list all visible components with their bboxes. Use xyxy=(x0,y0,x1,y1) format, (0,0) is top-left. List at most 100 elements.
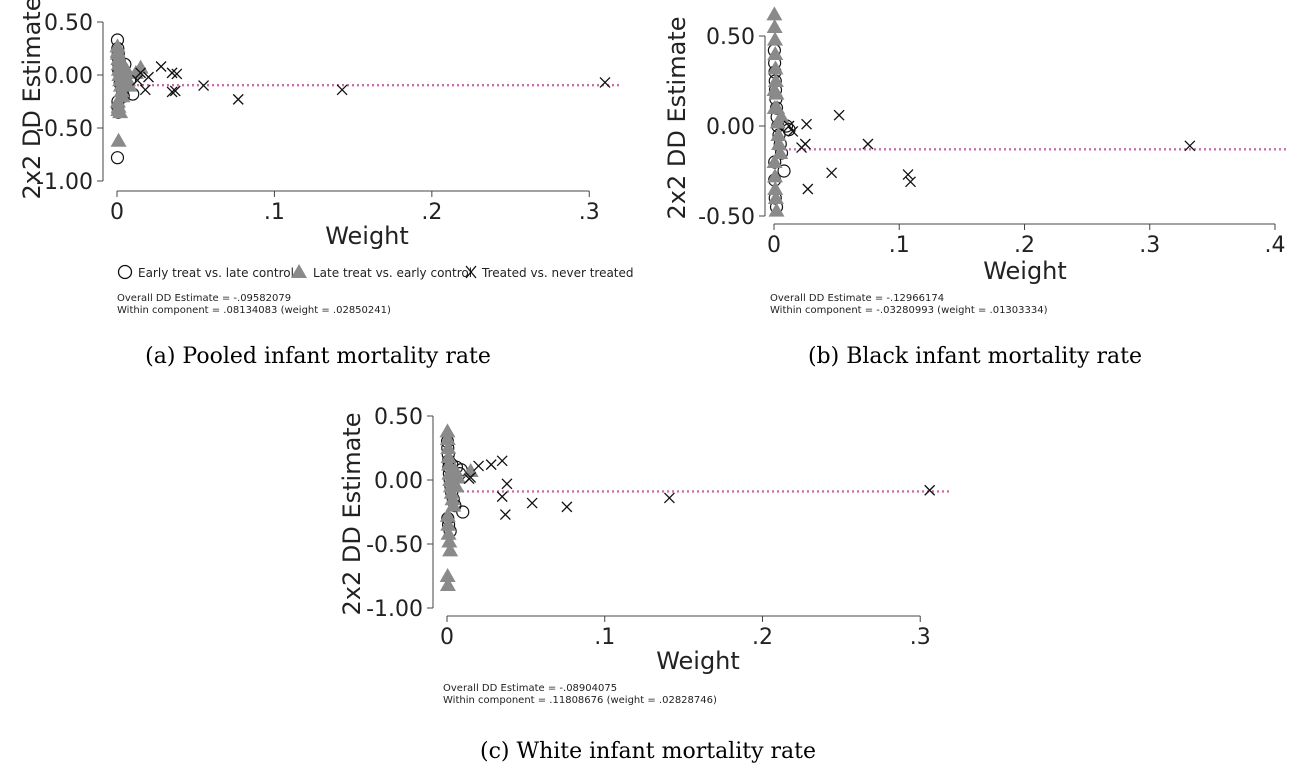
panel-b-point-late-treat xyxy=(772,145,789,159)
panel-b-point-never-treated xyxy=(833,109,845,121)
panel-a-xtick-label: .1 xyxy=(264,200,285,225)
panel-c-point-late-treat xyxy=(440,516,457,531)
panel-c-point-late-treat xyxy=(440,448,457,463)
panel-a-ytick-label: 0.00 xyxy=(44,64,93,89)
panel-a-point-early-treat xyxy=(110,151,125,165)
panel-c-ytick-label: 0.00 xyxy=(374,469,423,494)
panel-b-point-late-treat xyxy=(767,31,784,46)
panel-c-ytick-label: 0.50 xyxy=(374,405,423,430)
panel-a-point-never-treated xyxy=(599,76,611,88)
panel-c-point-never-treated xyxy=(499,509,511,521)
panel-c-white: 0.50 0.00 -0.50 -1.00 0 .1 .2 .3 Weight 2x2 DD … xyxy=(338,405,950,764)
panel-a-ytick-label: -0.50 xyxy=(36,117,93,142)
panel-c-xtick-label: .2 xyxy=(752,625,773,650)
panel-a-point-never-treated xyxy=(166,86,178,98)
panel-b-xtick-label: 0 xyxy=(767,233,781,258)
panel-a-point-late-treat xyxy=(110,132,127,147)
panel-c-note-within: Within component = .11808676 (weight = .… xyxy=(443,695,717,706)
panel-b-point-late-treat xyxy=(768,202,785,217)
panel-b-point-never-treated xyxy=(802,183,814,195)
panel-b-point-never-treated xyxy=(905,176,916,188)
panel-c-point-late-treat xyxy=(442,542,459,557)
legend-label-early: Early treat vs. late control xyxy=(138,266,294,280)
panel-c-point-never-treated xyxy=(526,497,538,509)
panel-b-xtick-label: .1 xyxy=(889,233,910,258)
panel-b-caption: (b) Black infant mortality rate xyxy=(808,344,1142,369)
panel-c-xtick-label: .1 xyxy=(594,625,615,650)
panel-b-xlabel: Weight xyxy=(983,257,1067,285)
panel-b-xtick-label: .2 xyxy=(1014,233,1035,258)
panel-a-xlabel: Weight xyxy=(325,222,409,250)
panel-c-point-late-treat xyxy=(444,491,461,506)
panel-c-xlabel: Weight xyxy=(656,647,740,675)
panel-a-ytick-label: 0.50 xyxy=(44,11,93,36)
panel-a-note-within: Within component = .08134083 (weight = .… xyxy=(117,305,391,316)
panel-b-point-early-treat xyxy=(777,164,791,178)
panel-c-point-late-treat xyxy=(441,533,458,548)
panel-c-ytick-label: -1.00 xyxy=(366,597,423,622)
panel-b-point-never-treated xyxy=(862,138,874,150)
panel-b-point-late-treat xyxy=(766,82,783,96)
panel-a-point-late-treat xyxy=(132,59,149,74)
panel-c-point-never-treated xyxy=(663,492,675,504)
panel-b-point-never-treated xyxy=(1184,140,1196,152)
panel-c-point-late-treat xyxy=(439,507,456,522)
panel-c-note-overall: Overall DD Estimate = -.08904075 xyxy=(443,683,617,694)
panel-a-point-never-treated xyxy=(336,84,348,96)
panel-a-ytick-label: -1.00 xyxy=(36,170,93,195)
panel-a-point-never-treated xyxy=(198,80,210,92)
panel-c-point-late-treat xyxy=(445,497,462,512)
legend: Early treat vs. late control Late treat … xyxy=(117,264,634,280)
panel-a-caption: (a) Pooled infant mortality rate xyxy=(145,344,491,369)
panel-a-point-never-treated xyxy=(155,61,167,72)
panel-c-ytick-label: -0.50 xyxy=(366,533,423,558)
panel-a-point-never-treated xyxy=(143,71,154,83)
legend-circle-icon xyxy=(117,264,133,280)
panel-b-ytick-label: -0.50 xyxy=(698,205,755,230)
panel-c-point-late-treat xyxy=(439,568,456,582)
panel-c-point-never-treated xyxy=(501,478,513,490)
panel-b-xtick-label: .3 xyxy=(1139,233,1160,258)
panel-b-point-never-treated xyxy=(826,167,838,179)
panel-c-point-never-treated xyxy=(561,501,573,513)
panel-a-point-never-treated xyxy=(169,85,181,97)
panel-b-xtick-label: .4 xyxy=(1265,233,1286,258)
panel-c-caption: (c) White infant mortality rate xyxy=(480,739,816,764)
panel-b-black: 0.50 0.00 -0.50 0 .1 .2 .3 .4 Weight 2x2 DD Est… xyxy=(663,6,1289,369)
panel-c-point-early-treat xyxy=(456,505,470,519)
panel-b-point-late-treat xyxy=(767,168,784,183)
panel-b-ytick-label: 0.00 xyxy=(706,115,755,140)
panel-c-point-late-treat xyxy=(448,478,465,493)
panel-a-point-late-treat xyxy=(109,43,126,58)
panel-b-plot: 0.50 0.00 -0.50 0 .1 .2 .3 .4 xyxy=(698,6,1289,258)
panel-a-point-late-treat xyxy=(121,77,138,92)
panel-c-point-late-treat xyxy=(450,469,467,484)
panel-b-point-never-treated xyxy=(902,169,914,181)
panel-c-point-never-treated xyxy=(496,455,508,467)
panel-b-point-late-treat xyxy=(766,100,783,114)
panel-c-xtick-label: .3 xyxy=(910,625,931,650)
panel-a-point-late-treat xyxy=(118,61,135,76)
panel-a-point-late-treat xyxy=(113,54,130,69)
panel-b-point-late-treat xyxy=(766,19,783,33)
panel-c-point-never-treated xyxy=(496,491,508,503)
panel-b-point-never-treated xyxy=(783,120,795,132)
panel-a-point-never-treated xyxy=(132,74,143,86)
legend-label-late: Late treat vs. early control xyxy=(313,266,472,280)
panel-c-xtick-label: 0 xyxy=(440,625,454,650)
panel-c-point-late-treat xyxy=(439,576,456,591)
panel-b-point-late-treat xyxy=(766,154,783,168)
panel-a-point-never-treated xyxy=(171,68,183,80)
panel-c-point-late-treat xyxy=(440,440,457,454)
panel-b-point-late-treat xyxy=(767,190,784,204)
legend-label-never: Treated vs. never treated xyxy=(481,266,634,280)
panel-c-point-never-treated xyxy=(485,459,497,471)
legend-x-icon xyxy=(465,265,477,279)
panel-c-point-never-treated xyxy=(473,460,485,472)
panel-b-ylabel: 2x2 DD Estimate xyxy=(663,17,691,220)
panel-b-ytick-label: 0.50 xyxy=(706,25,755,50)
panel-a-point-never-treated xyxy=(232,93,244,105)
panel-a-pooled: 0.50 0.00 -0.50 -1.00 0 .1 .2 .3 Weight 2x2 DD … xyxy=(18,0,634,369)
panel-b-point-late-treat xyxy=(771,136,788,150)
